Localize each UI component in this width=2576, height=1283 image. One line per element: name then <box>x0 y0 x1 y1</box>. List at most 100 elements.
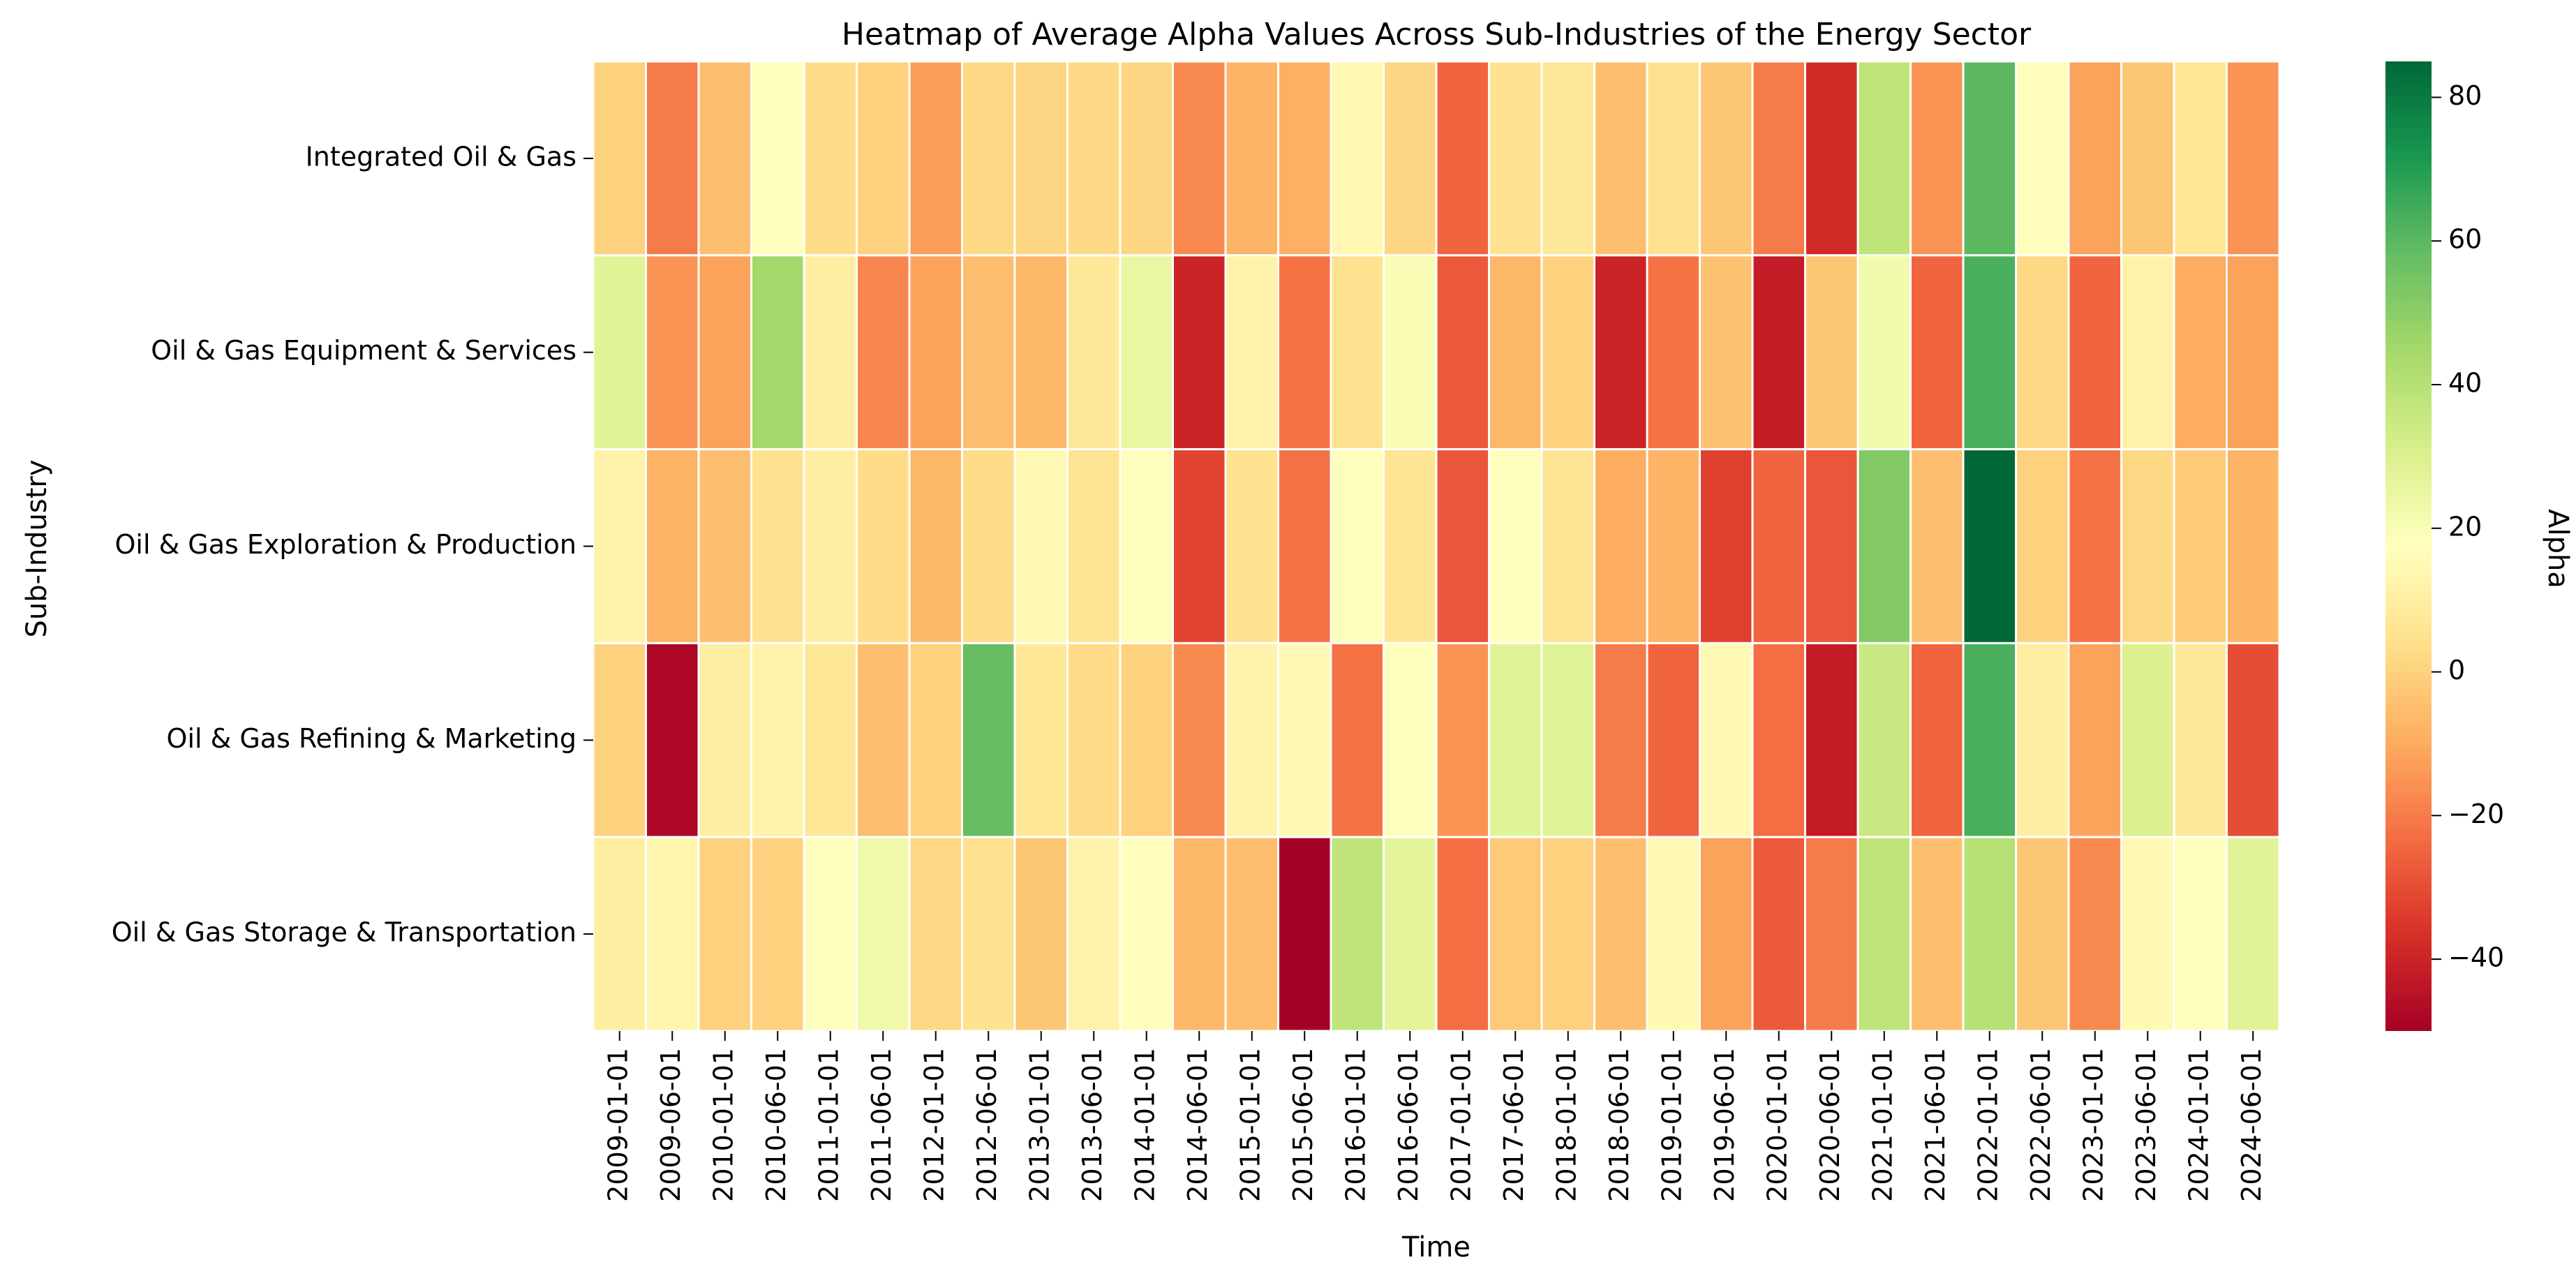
heatmap-cell <box>1013 448 1069 644</box>
heatmap-cell <box>961 836 1016 1032</box>
colorbar-tick-label: 20 <box>2448 511 2482 542</box>
heatmap-cell <box>2173 60 2228 257</box>
heatmap-cell <box>1172 642 1227 838</box>
x-tick-label: 2012-01-01 <box>918 1048 949 1202</box>
heatmap-cell <box>1856 254 1912 451</box>
heatmap-cell <box>908 448 963 644</box>
y-tick-label: Oil & Gas Storage & Transportation <box>112 917 576 948</box>
x-tick-label: 2019-01-01 <box>1656 1048 1687 1202</box>
x-tick-label: 2014-06-01 <box>1182 1048 1213 1202</box>
x-tick-label: 2017-06-01 <box>1498 1048 1529 1202</box>
x-tick-label: 2017-01-01 <box>1445 1048 1476 1202</box>
x-tick-label: 2010-01-01 <box>708 1048 738 1202</box>
heatmap-cell <box>1383 642 1438 838</box>
heatmap-cell <box>1435 448 1490 644</box>
x-tick-label: 2019-06-01 <box>1709 1048 1740 1202</box>
x-tick-label: 2016-06-01 <box>1393 1048 1424 1202</box>
heatmap-cell <box>697 60 752 257</box>
heatmap-cell <box>1172 60 1227 257</box>
x-tick-label: 2020-01-01 <box>1762 1048 1792 1202</box>
heatmap-cell <box>2120 60 2175 257</box>
colorbar <box>2385 61 2432 1031</box>
heatmap-cell <box>803 448 858 644</box>
heatmap-cell <box>961 448 1016 644</box>
heatmap-cell <box>1277 642 1332 838</box>
x-tick-label: 2023-06-01 <box>2131 1048 2161 1202</box>
heatmap-cell <box>1330 836 1385 1032</box>
heatmap-cell <box>908 836 963 1032</box>
heatmap-cell <box>1856 642 1912 838</box>
heatmap-cells <box>592 60 2281 1032</box>
x-tick-label: 2015-06-01 <box>1288 1048 1318 1202</box>
heatmap-cell <box>2015 254 2070 451</box>
heatmap-cell <box>1804 254 1859 451</box>
heatmap-cell <box>1751 448 1806 644</box>
x-tick-label: 2018-06-01 <box>1604 1048 1635 1202</box>
heatmap-cell <box>1172 254 1227 451</box>
y-tick-label: Oil & Gas Equipment & Services <box>151 335 576 366</box>
heatmap-cell <box>1277 60 1332 257</box>
colorbar-tick-label: 40 <box>2448 368 2482 399</box>
heatmap-cell <box>1119 60 1174 257</box>
colorbar-tick-label: −40 <box>2448 942 2504 973</box>
heatmap-cell <box>1646 60 1701 257</box>
heatmap-cell <box>2120 448 2175 644</box>
heatmap-cell <box>2067 836 2122 1032</box>
heatmap-cell <box>1593 836 1648 1032</box>
heatmap-cell <box>1856 60 1912 257</box>
x-tick-label: 2024-06-01 <box>2236 1048 2267 1202</box>
heatmap-cell <box>1593 642 1648 838</box>
heatmap-cell <box>1699 642 1754 838</box>
heatmap-cell <box>1224 448 1279 644</box>
heatmap-cell <box>856 254 911 451</box>
heatmap-cell <box>856 448 911 644</box>
heatmap-cell <box>1435 642 1490 838</box>
heatmap-cell <box>1699 254 1754 451</box>
heatmap-cell <box>856 836 911 1032</box>
x-tick-label: 2024-01-01 <box>2183 1048 2214 1202</box>
heatmap-cell <box>1804 448 1859 644</box>
heatmap-cell <box>1804 836 1859 1032</box>
heatmap-cell <box>592 60 647 257</box>
heatmap-cell <box>1224 642 1279 838</box>
x-axis: 2009-01-01 2009-06-01 2010-01-01 2010-06-01… <box>602 1031 2267 1202</box>
heatmap-cell <box>645 836 700 1032</box>
heatmap-cell <box>1013 642 1069 838</box>
heatmap-cell <box>1962 642 2017 838</box>
heatmap-cell <box>1488 254 1543 451</box>
heatmap-cell <box>1330 642 1385 838</box>
x-tick-label: 2015-01-01 <box>1235 1048 1265 1202</box>
heatmap-cell <box>1224 836 1279 1032</box>
x-tick-label: 2016-01-01 <box>1340 1048 1371 1202</box>
heatmap-cell <box>803 254 858 451</box>
colorbar-tick-label: 80 <box>2448 80 2482 111</box>
heatmap-cell <box>2173 448 2228 644</box>
colorbar-tick-label: 0 <box>2448 655 2465 685</box>
heatmap-cell <box>1540 60 1595 257</box>
heatmap-cell <box>1435 60 1490 257</box>
heatmap-cell <box>750 642 805 838</box>
heatmap-cell <box>2226 448 2281 644</box>
heatmap-cell <box>1540 254 1595 451</box>
heatmap-cell <box>2015 642 2070 838</box>
heatmap-cell <box>2067 642 2122 838</box>
heatmap-cell <box>1699 836 1754 1032</box>
heatmap-cell <box>1172 836 1227 1032</box>
heatmap-cell <box>1751 642 1806 838</box>
heatmap-cell <box>1330 60 1385 257</box>
heatmap-cell <box>592 448 647 644</box>
heatmap-cell <box>1330 254 1385 451</box>
heatmap-cell <box>1909 642 1965 838</box>
x-tick-label: 2020-06-01 <box>1815 1048 1845 1202</box>
chart-title: Heatmap of Average Alpha Values Across S… <box>842 17 2032 52</box>
x-tick-label: 2012-06-01 <box>971 1048 1002 1202</box>
heatmap-cell <box>2226 642 2281 838</box>
x-tick-label: 2011-01-01 <box>813 1048 844 1202</box>
x-tick-label: 2023-01-01 <box>2078 1048 2108 1202</box>
y-tick-label: Oil & Gas Exploration & Production <box>114 529 576 560</box>
heatmap-cell <box>2120 642 2175 838</box>
heatmap-cell <box>1646 448 1701 644</box>
heatmap-cell <box>1804 60 1859 257</box>
heatmap-cell <box>750 254 805 451</box>
x-tick-label: 2009-06-01 <box>655 1048 686 1202</box>
